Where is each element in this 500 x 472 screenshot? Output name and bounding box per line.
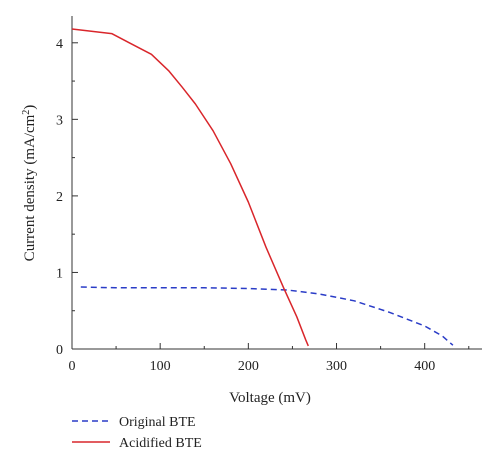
y-axis-title-superscript: 2 xyxy=(21,110,32,115)
series-line-original-bte xyxy=(80,286,454,346)
legend-label-original: Original BTE xyxy=(119,415,196,430)
x-tick-label: 100 xyxy=(150,359,171,374)
legend: Original BTE Acidified BTE xyxy=(72,415,202,451)
y-axis-title-tail: ) xyxy=(22,105,38,110)
x-tick-label: 0 xyxy=(69,359,76,374)
y-tick-label: 3 xyxy=(56,113,63,128)
series-layer xyxy=(71,28,454,347)
y-axis-title-main: Current density (mA/cm xyxy=(22,114,38,261)
x-tick-label: 400 xyxy=(414,359,435,374)
y-tick-label: 1 xyxy=(56,266,63,281)
y-tick-label: 0 xyxy=(56,343,63,358)
x-tick-label: 200 xyxy=(238,359,259,374)
plot-axes xyxy=(71,16,482,350)
y-axis-title: Current density (mA/cm2) xyxy=(21,105,39,262)
legend-label-acidified: Acidified BTE xyxy=(119,436,202,451)
series-line-acidified-bte xyxy=(71,28,309,347)
y-tick-label: 4 xyxy=(56,37,63,52)
x-tick-label: 300 xyxy=(326,359,347,374)
x-axis-title: Voltage (mV) xyxy=(229,390,311,406)
y-tick-label: 2 xyxy=(56,190,63,205)
axis-ticks: 0 100 200 300 400 0 1 2 3 4 xyxy=(56,37,470,374)
